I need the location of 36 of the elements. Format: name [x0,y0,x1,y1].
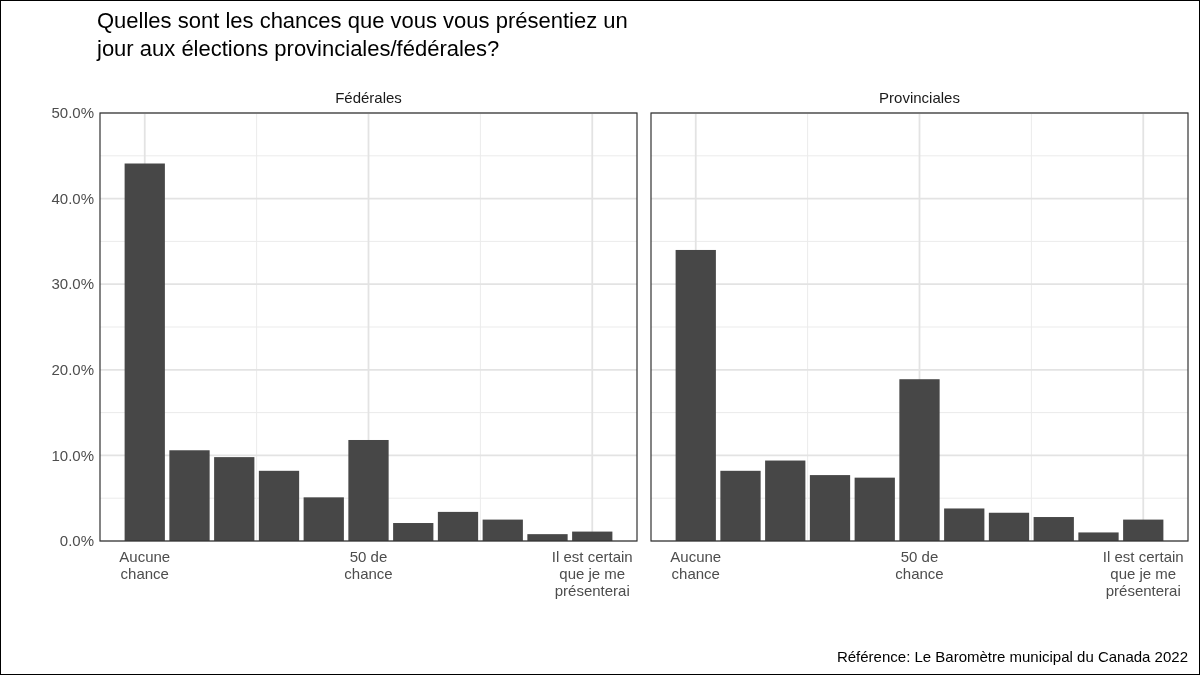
bar [675,249,716,541]
chart-subtitle: Fédérales [335,89,402,106]
bar [482,519,523,541]
bar [809,475,851,541]
y-tick-label: 0.0% [59,532,94,550]
chart-subtitle: Provinciales [879,89,960,106]
bar [437,511,479,541]
bar [348,439,389,541]
bar [899,379,940,541]
bar [169,450,210,541]
text: Référence: Le Baromètre municipal du Canada 2022 [836,648,1188,665]
x-tick-label: Aucune chance [119,548,171,582]
bar [303,497,344,541]
bar [1078,532,1119,541]
y-tick-label: 40.0% [51,189,94,207]
y-tick-label: 50.0% [51,104,94,122]
bar [124,163,165,541]
bar [1123,519,1164,541]
bar [258,470,300,541]
bar [393,523,434,541]
x-tick-label: Il est certain que je me présenterai [551,548,633,599]
bar [988,512,1030,541]
x-tick-label: Il est certain que je me présenterai [1102,548,1184,599]
y-tick-label: 10.0% [51,446,94,464]
bar [1033,517,1074,541]
x-tick-label: Aucune chance [670,548,722,582]
y-tick-label: 30.0% [51,275,94,293]
bar [720,470,761,541]
y-tick-label: 20.0% [51,361,94,379]
x-tick-label: 50 de chance [895,548,944,582]
x-tick-label: 50 de chance [344,548,393,582]
chart-title: Quelles sont les chances que vous vous présentiez un jour aux élections provinciales/fédérales? [96,8,628,61]
bar [765,460,806,541]
bar [854,477,895,541]
bar [214,457,255,541]
bar [944,508,985,541]
